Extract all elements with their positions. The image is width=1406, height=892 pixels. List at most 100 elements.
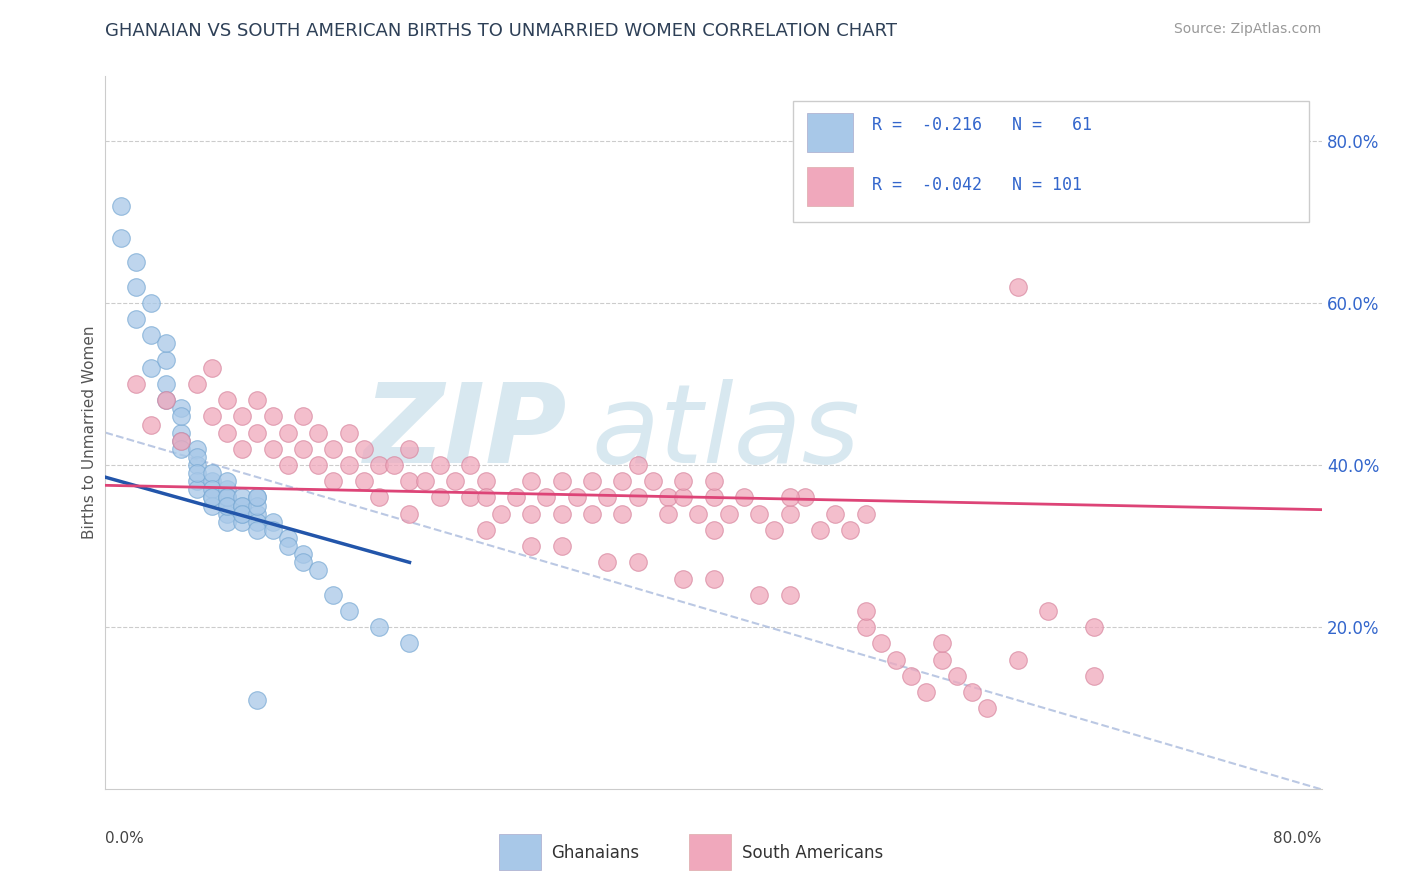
Point (217, 499, 239, 513)
Point (186, 376, 208, 391)
Point (945, 669, 967, 683)
Point (672, 491, 695, 505)
Point (217, 425, 239, 440)
Point (217, 491, 239, 505)
Point (201, 491, 224, 505)
Point (550, 539, 572, 553)
Point (322, 475, 344, 489)
Point (1036, 604, 1059, 618)
Point (855, 620, 877, 634)
Point (536, 491, 558, 505)
Point (657, 491, 679, 505)
Point (292, 442, 315, 456)
Point (262, 409, 284, 424)
Point (474, 491, 496, 505)
Point (262, 523, 284, 537)
Point (186, 442, 208, 456)
Point (246, 507, 269, 521)
Point (520, 507, 543, 521)
Point (368, 458, 391, 472)
Point (884, 653, 907, 667)
Point (550, 507, 572, 521)
Point (186, 450, 208, 464)
Point (231, 515, 253, 529)
Point (869, 636, 891, 650)
Point (201, 491, 224, 505)
Point (641, 475, 664, 489)
Point (125, 279, 148, 293)
Point (337, 425, 360, 440)
Point (931, 636, 953, 650)
Point (139, 360, 162, 375)
Point (231, 507, 253, 521)
Point (246, 693, 269, 707)
Point (139, 417, 162, 432)
Point (246, 491, 269, 505)
Point (581, 507, 603, 521)
Point (688, 507, 710, 521)
Point (672, 475, 695, 489)
Point (657, 507, 679, 521)
Point (779, 507, 801, 521)
Point (458, 458, 481, 472)
Point (626, 555, 648, 569)
Point (779, 588, 801, 602)
Point (231, 507, 253, 521)
Point (960, 685, 983, 699)
Point (702, 572, 725, 586)
Point (322, 588, 344, 602)
Text: Source: ZipAtlas.com: Source: ZipAtlas.com (1174, 22, 1322, 37)
Point (444, 475, 467, 489)
Point (565, 491, 588, 505)
FancyBboxPatch shape (807, 113, 853, 153)
Point (277, 531, 299, 545)
Point (702, 523, 725, 537)
Point (353, 442, 375, 456)
Point (186, 466, 208, 480)
Point (201, 409, 224, 424)
Point (201, 466, 224, 480)
FancyBboxPatch shape (793, 101, 1309, 222)
Point (246, 491, 269, 505)
Point (976, 701, 998, 715)
Point (824, 507, 846, 521)
Point (307, 564, 329, 578)
Point (125, 376, 148, 391)
Text: R =  -0.216   N =   61: R = -0.216 N = 61 (872, 117, 1091, 135)
Point (231, 409, 253, 424)
Point (292, 555, 315, 569)
Point (793, 491, 815, 505)
Point (170, 442, 193, 456)
Text: South Americans: South Americans (742, 844, 883, 862)
Point (1083, 669, 1105, 683)
Y-axis label: Births to Unmarried Women: Births to Unmarried Women (82, 326, 97, 540)
Point (520, 539, 543, 553)
Point (217, 507, 239, 521)
Point (368, 620, 391, 634)
Text: Ghanaians: Ghanaians (551, 844, 640, 862)
Point (855, 604, 877, 618)
Point (155, 376, 177, 391)
Point (201, 475, 224, 489)
Point (808, 523, 831, 537)
Point (217, 491, 239, 505)
Point (170, 409, 193, 424)
Point (626, 458, 648, 472)
Point (231, 442, 253, 456)
Text: 0.0%: 0.0% (105, 831, 145, 846)
Point (581, 475, 603, 489)
Point (763, 523, 786, 537)
Point (398, 636, 420, 650)
Text: 80.0%: 80.0% (1274, 831, 1322, 846)
Point (125, 255, 148, 269)
Text: GHANAIAN VS SOUTH AMERICAN BIRTHS TO UNMARRIED WOMEN CORRELATION CHART: GHANAIAN VS SOUTH AMERICAN BIRTHS TO UNM… (105, 22, 897, 40)
Point (1007, 279, 1029, 293)
Point (262, 515, 284, 529)
Point (733, 491, 755, 505)
Point (672, 572, 695, 586)
Point (110, 231, 132, 245)
Point (520, 475, 543, 489)
Point (170, 434, 193, 448)
Point (277, 425, 299, 440)
Point (217, 483, 239, 497)
